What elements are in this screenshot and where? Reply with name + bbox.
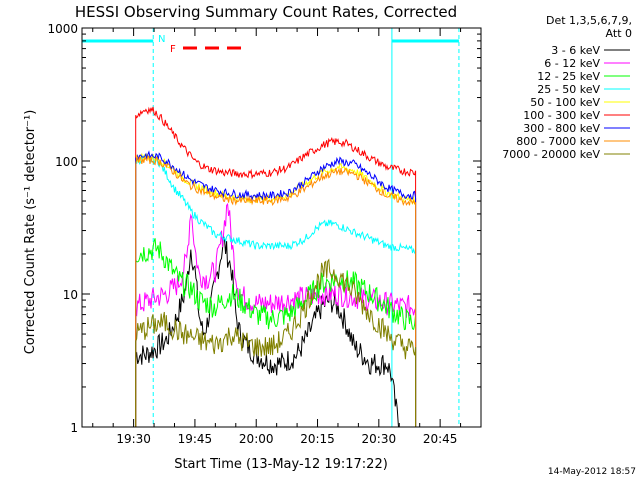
y-tick-label: 1000 [47,22,78,36]
x-tick-label: 20:15 [300,432,335,446]
y-tick-label: 1 [70,421,78,435]
legend-entry-label: 25 - 50 keV [537,83,600,96]
series-line-1 [135,202,417,427]
x-tick-label: 19:45 [178,432,213,446]
legend-entry-label: 50 - 100 keV [530,96,600,109]
x-tick-label: 20:30 [362,432,397,446]
series-line-7 [135,155,417,427]
legend-entry-label: 6 - 12 keV [544,57,600,70]
legend-entry-label: 12 - 25 keV [537,70,600,83]
axis-ticks: 19:30 19:45 20:00 20:15 20:30 20:45 1 10 100 1000 [47,22,481,446]
series-line-3 [135,153,417,427]
series-line-0 [135,236,400,427]
observing-guides [82,28,460,427]
y-tick-label: 10 [63,288,78,302]
legend-entry-label: 7000 - 20000 keV [502,148,600,161]
flag-label-f: F [170,44,176,55]
plot-frame [81,27,482,428]
legend-header-line-1: Det 1,3,5,6,7,9, [546,14,632,27]
legend-entry-label: 3 - 6 keV [551,44,600,57]
flag-label-n: N [158,34,165,45]
series-line-8 [135,258,417,427]
series-line-2 [135,238,417,427]
y-tick-label: 100 [55,155,78,169]
series-line-5 [135,106,417,427]
footer-date: 14-May-2012 18:57 [548,467,636,477]
x-tick-label: 19:30 [116,432,151,446]
legend-entry-label: 800 - 7000 keV [516,135,600,148]
observing-flags: NF [158,34,244,55]
legend-entry-label: 300 - 800 keV [523,122,600,135]
series-layer [135,106,417,427]
legend-entry-label: 100 - 300 keV [523,109,600,122]
y-axis-label: Corrected Count Rate (s⁻¹ detector⁻¹) [23,110,38,355]
chart-title: HESSI Observing Summary Count Rates, Cor… [75,3,457,21]
x-axis-label: Start Time (13-May-12 19:17:22) [174,457,388,472]
x-tick-label: 20:00 [239,432,274,446]
x-tick-label: 20:45 [423,432,458,446]
legend-header-line-2: Att 0 [606,27,632,40]
